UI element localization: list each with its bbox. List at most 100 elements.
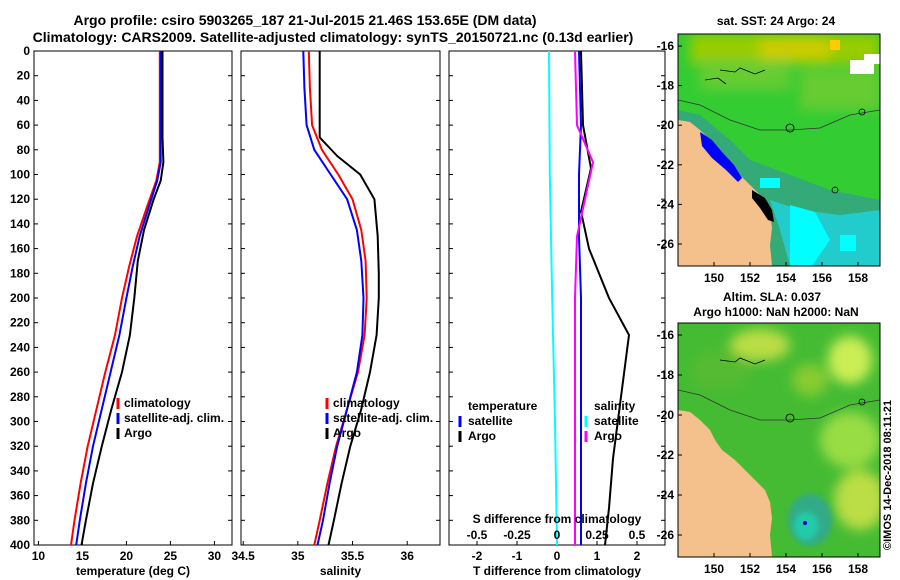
x-tick-label: 20 [120, 549, 134, 563]
plot-frame [448, 50, 666, 546]
y-tick-label: 200 [10, 291, 30, 305]
y-tick-label: 280 [10, 390, 30, 404]
x-tick-label-salinity: -0.5 [467, 528, 488, 542]
map-x-tick-label: 154 [776, 271, 796, 285]
series-line-temperature-satellite [578, 50, 582, 545]
map-y-tick-label: -26 [657, 237, 675, 251]
map-y-tick-label: -18 [657, 79, 675, 93]
x-tick-label-salinity: 0.5 [629, 528, 646, 542]
map-y-tick-label: -16 [657, 39, 675, 53]
y-tick-label: 40 [17, 93, 31, 107]
series-line-satellite-adj-clim- [302, 50, 365, 546]
map-x-tick-label: 150 [704, 562, 724, 576]
panel-salinity: 34.5 35 35.5 36 salinity climatologysatellite… [232, 50, 441, 578]
y-tick-label: 220 [10, 316, 30, 330]
legend-label: climatology [124, 396, 191, 410]
map-y-tick-label: -24 [657, 488, 675, 502]
x-tick-label: 0 [554, 549, 561, 563]
series-line-climatology [307, 50, 368, 546]
timestamp-stamp: ©IMOS 14-Dec-2018 08:11:21 [882, 400, 894, 550]
x-tick-label: 2 [634, 549, 641, 563]
series-line-salinity-satellite [548, 50, 558, 546]
x-axis-label: T difference from climatology [473, 564, 641, 578]
figure-title-line2: Climatology: CARS2009. Satellite-adjuste… [33, 29, 634, 45]
map-y-tick-label: -22 [657, 448, 675, 462]
y-tick-label: 0 [23, 44, 30, 58]
plot-frame [33, 50, 233, 546]
legend-title-temperature: temperature [468, 399, 538, 413]
sla-map-title: Altim. SLA: 0.037 [723, 290, 821, 304]
x-axis-label-salinity: S difference from climatology [473, 512, 642, 526]
sla-map-subtitle: Argo h1000: NaN h2000: NaN [693, 305, 858, 319]
x-axis-label: salinity [320, 564, 362, 578]
legend-label: Argo [594, 429, 622, 443]
x-tick-label: 25 [164, 549, 178, 563]
map-x-tick-label: 152 [740, 562, 760, 576]
panel-differences: -2 -1 0 1 2T difference from climatology temp… [448, 50, 666, 578]
y-tick-label: 400 [10, 538, 30, 552]
y-tick-label: 300 [10, 415, 30, 429]
series-line-salinity-argo [574, 50, 594, 545]
x-tick-label: 15 [76, 549, 90, 563]
y-tick-label: 100 [10, 168, 30, 182]
series-line-climatology [70, 51, 161, 546]
map-y-tick-label: -26 [657, 528, 675, 542]
map-x-tick-label: 152 [740, 271, 760, 285]
legend-label: satellite-adj. clim. [333, 411, 433, 425]
legend-label: Argo [333, 426, 361, 440]
y-tick-label: 20 [17, 69, 31, 83]
y-tick-label: 320 [10, 439, 30, 453]
y-tick-label: 360 [10, 489, 30, 503]
map-x-tick-label: 150 [704, 271, 724, 285]
map-x-tick-label: 156 [812, 562, 832, 576]
map-y-tick-label: -22 [657, 158, 675, 172]
y-tick-label: 380 [10, 513, 30, 527]
x-axis-label: temperature (deg C) [76, 564, 190, 578]
x-tick-label-salinity: -0.25 [503, 528, 531, 542]
legend-label: Argo [124, 426, 152, 440]
map-y-tick-label: -20 [657, 118, 675, 132]
legend-label: climatology [333, 396, 400, 410]
x-tick-label: 34.5 [232, 549, 256, 563]
legend-label: Argo [468, 429, 496, 443]
sst-map-title: sat. SST: 24 Argo: 24 [717, 14, 836, 28]
y-tick-label: 240 [10, 340, 30, 354]
series-line-temperature-argo [580, 50, 630, 546]
y-tick-label: 80 [17, 143, 31, 157]
figure-title-line1: Argo profile: csiro 5903265_187 21-Jul-2… [73, 12, 536, 28]
map-x-tick-label: 156 [812, 271, 832, 285]
x-tick-label: 1 [594, 549, 601, 563]
legend-label: satellite [468, 414, 513, 428]
map-y-tick-label: -20 [657, 408, 675, 422]
y-tick-label: 140 [10, 217, 30, 231]
map-x-tick-label: 154 [776, 562, 796, 576]
sla-map [678, 323, 880, 557]
panel-temperature: 0 20 40 60 80 100 120 140 160 180 200 220 240 260 280 3… [10, 44, 233, 578]
legend-title-salinity: salinity [594, 399, 636, 413]
x-tick-label: 36 [401, 549, 415, 563]
x-tick-label: 30 [208, 549, 222, 563]
y-tick-label: 340 [10, 464, 30, 478]
y-tick-label: 60 [17, 118, 31, 132]
y-tick-label: 260 [10, 365, 30, 379]
legend-label: satellite-adj. clim. [124, 411, 224, 425]
legend-label: satellite [594, 414, 639, 428]
x-tick-label: -2 [472, 549, 483, 563]
x-tick-label-salinity: 0.25 [585, 528, 609, 542]
y-tick-label: 120 [10, 192, 30, 206]
map-y-tick-label: -16 [657, 328, 675, 342]
x-tick-label: 35.5 [341, 549, 365, 563]
x-tick-label: 35 [291, 549, 305, 563]
series-line-argo [318, 51, 380, 546]
map-y-tick-label: -18 [657, 368, 675, 382]
series-line-argo [80, 51, 165, 546]
series-line-satellite-adj-clim- [75, 51, 162, 546]
plot-frame [240, 50, 441, 546]
x-tick-label: 10 [32, 549, 46, 563]
y-tick-label: 160 [10, 242, 30, 256]
map-x-tick-label: 158 [848, 562, 868, 576]
x-tick-label-salinity: 0 [554, 528, 561, 542]
y-tick-label: 180 [10, 266, 30, 280]
x-tick-label: -1 [512, 549, 523, 563]
map-x-tick-label: 158 [848, 271, 868, 285]
